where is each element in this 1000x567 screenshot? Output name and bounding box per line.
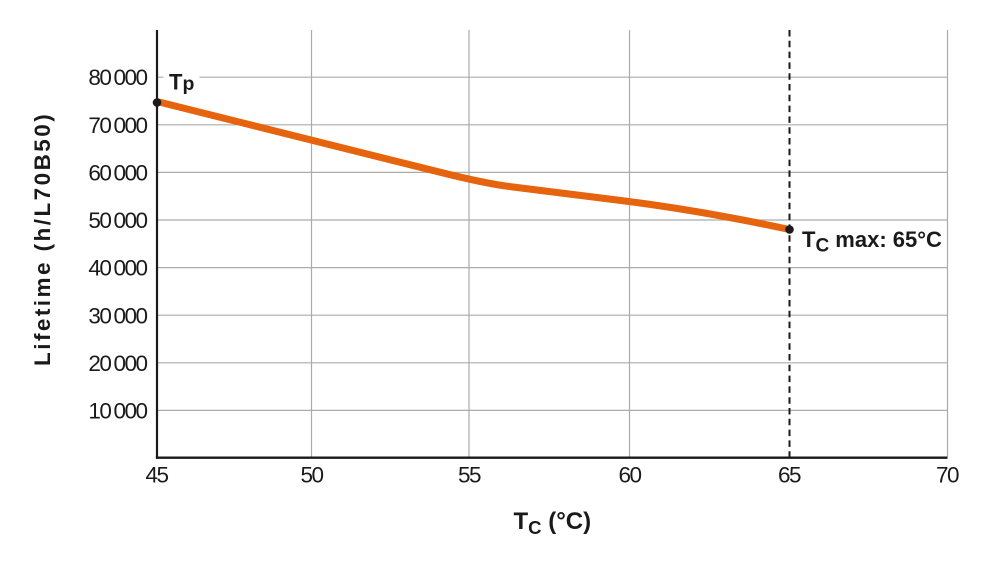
svg-text:80 000: 80 000 — [88, 65, 147, 90]
svg-text:50: 50 — [300, 463, 323, 488]
svg-text:40 000: 40 000 — [88, 256, 147, 281]
svg-text:70 000: 70 000 — [88, 113, 147, 138]
svg-text:20 000: 20 000 — [88, 351, 147, 376]
svg-text:60 000: 60 000 — [88, 160, 147, 185]
svg-text:TC (°C): TC (°C) — [514, 508, 592, 538]
svg-text:TC max: 65°C: TC max: 65°C — [802, 227, 942, 257]
svg-text:30 000: 30 000 — [88, 303, 147, 328]
svg-text:60: 60 — [618, 463, 641, 488]
svg-text:Lifetime (h/L70B50): Lifetime (h/L70B50) — [30, 112, 55, 366]
svg-text:55: 55 — [458, 463, 481, 488]
svg-text:70: 70 — [936, 463, 959, 488]
svg-text:10 000: 10 000 — [88, 399, 147, 424]
svg-text:45: 45 — [145, 463, 168, 488]
svg-text:50 000: 50 000 — [88, 208, 147, 233]
svg-text:Tp: Tp — [169, 70, 194, 96]
svg-text:65: 65 — [778, 463, 801, 488]
